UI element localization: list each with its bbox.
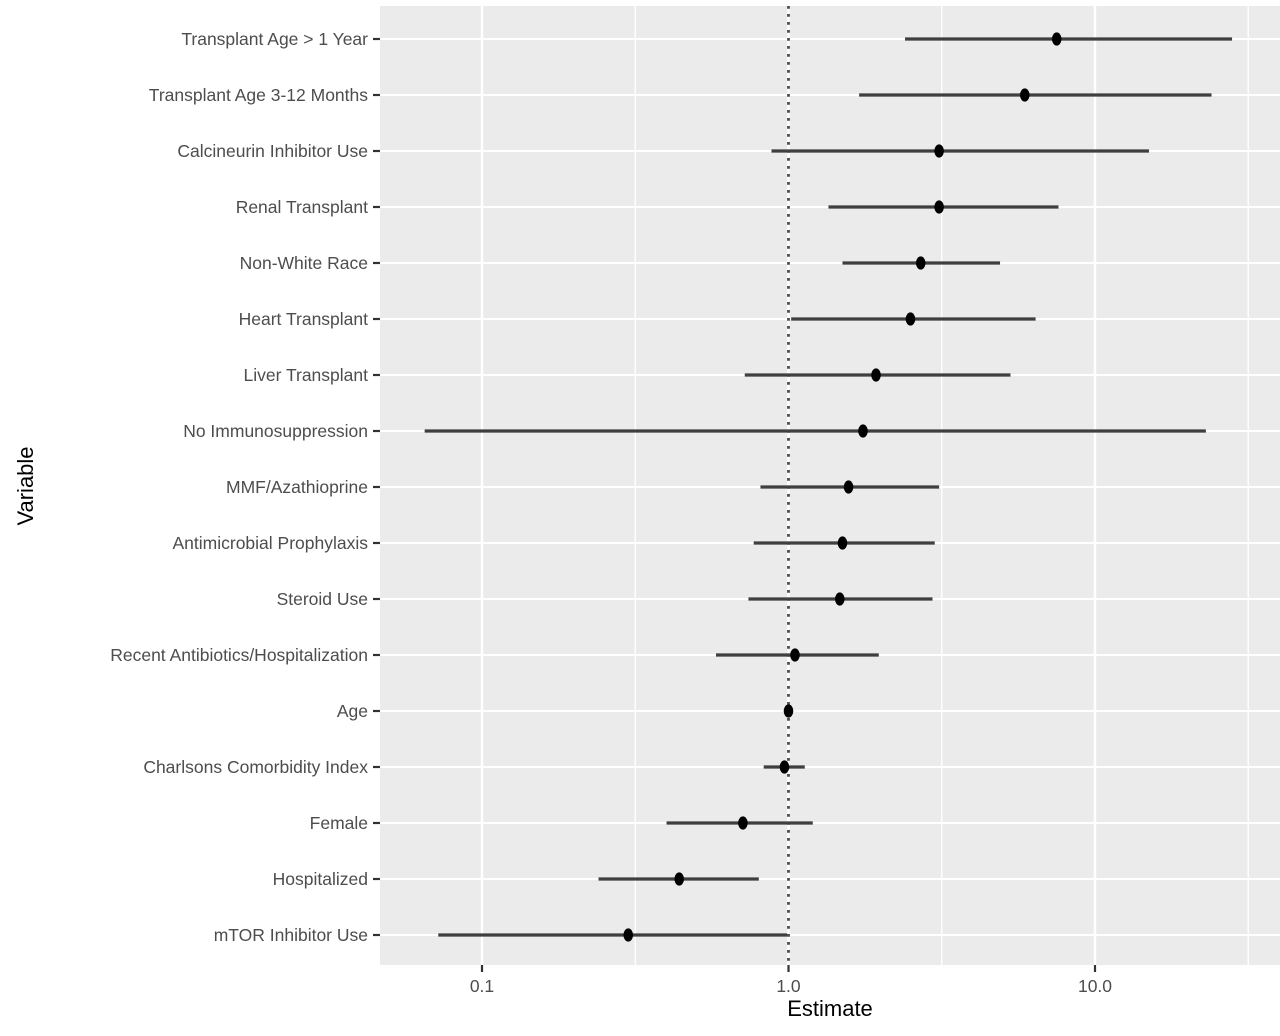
category-label: Calcineurin Inhibitor Use xyxy=(177,141,368,161)
category-label: Liver Transplant xyxy=(243,365,368,385)
x-tick-label: 1.0 xyxy=(776,976,801,996)
point-estimate xyxy=(1051,32,1062,46)
x-axis-title: Estimate xyxy=(787,996,873,1021)
point-estimate xyxy=(779,760,790,774)
point-estimate xyxy=(871,368,881,382)
point-estimate xyxy=(834,592,845,606)
point-estimate xyxy=(934,144,944,158)
category-label: Heart Transplant xyxy=(239,309,369,329)
point-estimate xyxy=(738,816,748,830)
category-label: Age xyxy=(337,701,368,721)
category-label: Female xyxy=(310,813,368,833)
point-estimate xyxy=(837,536,848,550)
point-estimate xyxy=(783,704,794,718)
category-label: MMF/Azathioprine xyxy=(226,477,368,497)
category-label: Steroid Use xyxy=(277,589,368,609)
category-label: Charlsons Comorbidity Index xyxy=(143,757,368,777)
point-estimate xyxy=(934,200,944,214)
category-label: Recent Antibiotics/Hospitalization xyxy=(110,645,368,665)
category-label: Transplant Age 3-12 Months xyxy=(149,85,368,105)
point-estimate xyxy=(843,480,854,494)
point-estimate xyxy=(623,928,634,942)
y-axis-title: Variable xyxy=(13,446,38,526)
category-label: Transplant Age > 1 Year xyxy=(181,29,368,49)
category-label: Renal Transplant xyxy=(236,197,368,217)
category-label: mTOR Inhibitor Use xyxy=(214,925,368,945)
x-tick-label: 10.0 xyxy=(1078,976,1112,996)
point-estimate xyxy=(790,648,800,662)
point-estimate xyxy=(1019,88,1030,102)
category-label: No Immunosuppression xyxy=(183,421,368,441)
point-estimate xyxy=(674,872,685,886)
category-label: Antimicrobial Prophylaxis xyxy=(173,533,369,553)
x-tick-label: 0.1 xyxy=(470,976,494,996)
category-label: Hospitalized xyxy=(273,869,368,889)
point-estimate xyxy=(858,424,868,438)
point-estimate xyxy=(905,312,916,326)
category-label: Non-White Race xyxy=(240,253,368,273)
point-estimate xyxy=(915,256,926,270)
